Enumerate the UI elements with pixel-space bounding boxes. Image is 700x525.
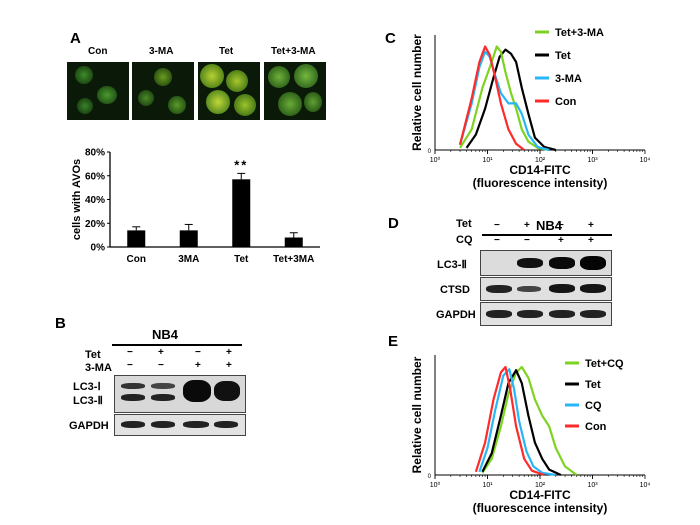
blot-ctsd-d: [480, 277, 612, 301]
sign: +: [158, 347, 164, 358]
x-tick-label: 10²: [535, 482, 546, 489]
y-axis-label: Relative cell number: [410, 356, 424, 473]
x-axis-label-sub: (fluorescence intensity): [473, 176, 608, 190]
sign: −: [524, 235, 530, 246]
panel-label-c: C: [385, 30, 396, 47]
sign: +: [226, 347, 232, 358]
significance-mark: **: [234, 157, 248, 172]
histogram-tet-3-ma: [459, 45, 550, 152]
blot-lc3-d: [480, 250, 612, 276]
x-axis-label: CD14-FITC: [509, 488, 571, 502]
blot-lc3-b: [114, 375, 246, 413]
y-axis-label: cells with AVOs: [71, 159, 83, 240]
y-tick-label: 60%: [85, 171, 105, 182]
y-tick-label: 20%: [85, 219, 105, 230]
histogram-con: [458, 45, 525, 151]
band-label-lc3-2-d: LC3-Ⅱ: [437, 259, 467, 271]
y-zero-label: 0: [428, 474, 432, 480]
sign: +: [588, 220, 594, 231]
band-label-lc3-2-b: LC3-Ⅱ: [73, 395, 103, 407]
bar: [284, 237, 303, 247]
x-tick-label: 10⁰: [430, 156, 441, 164]
row-label-tet-d: Tet: [456, 218, 472, 230]
panel-label-b: B: [55, 315, 66, 332]
sign: +: [524, 220, 530, 231]
band-label-gapdh-d: GAPDH: [436, 309, 476, 321]
legend-label: CQ: [585, 400, 602, 412]
sign: −: [494, 235, 500, 246]
legend-label: Tet: [555, 50, 571, 62]
panel-label-a: A: [70, 30, 81, 47]
micrograph-3ma: [132, 62, 194, 120]
legend-label: Con: [585, 421, 607, 433]
legend-label: Tet+CQ: [585, 358, 624, 370]
sign: −: [158, 360, 164, 371]
x-tick-label: 10³: [587, 157, 598, 164]
x-tick-label: 10³: [587, 482, 598, 489]
row-label-cq-d: CQ: [456, 234, 473, 246]
band-label-lc3-1-b: LC3-Ⅰ: [73, 381, 101, 393]
panel-label-e: E: [388, 333, 399, 350]
x-tick-label: Tet: [234, 254, 249, 265]
x-tick-label: Con: [127, 254, 146, 265]
image-label-tet: Tet: [219, 46, 234, 57]
bar: [127, 230, 146, 247]
histogram-con: [474, 365, 545, 477]
y-tick-label: 80%: [85, 148, 105, 159]
x-tick-label: Tet+3MA: [273, 254, 314, 265]
histogram-tet-cq: [481, 365, 578, 476]
x-tick-label: 10⁰: [430, 481, 441, 489]
sign: −: [494, 220, 500, 231]
histogram-tet: [481, 369, 562, 476]
sign: −: [127, 347, 133, 358]
panel-label-d: D: [388, 215, 399, 232]
x-tick-label: 10²: [535, 157, 546, 164]
y-axis-label: Relative cell number: [410, 34, 424, 151]
blot-gapdh-b: [114, 414, 246, 436]
sign: +: [195, 360, 201, 371]
x-tick-label: 10⁴: [640, 157, 651, 164]
cell-line-rule-b: [112, 344, 242, 346]
sign: +: [588, 235, 594, 246]
cell-line-b: NB4: [152, 327, 179, 342]
x-tick-label: 10¹: [482, 482, 493, 489]
bar: [179, 230, 198, 247]
sign: +: [558, 235, 564, 246]
histogram-tet: [465, 48, 557, 152]
band-label-gapdh-b: GAPDH: [69, 420, 109, 432]
x-tick-label: 10⁴: [640, 482, 651, 489]
sign: −: [127, 360, 133, 371]
legend-label: Tet: [585, 379, 601, 391]
chart-a: 0% 20% 40% 60% 80% Con 3MA Tet ** Tet+3MA cells wi…: [71, 148, 320, 265]
histogram-cq: [478, 368, 556, 477]
bar: [232, 179, 251, 247]
micrograph-tet-3ma: [264, 62, 326, 120]
cell-line-rule-d: [482, 234, 612, 236]
blot-gapdh-d: [480, 302, 612, 326]
band-label-ctsd-d: CTSD: [440, 284, 470, 296]
x-tick-label: 10¹: [482, 157, 493, 164]
y-zero-label: 0: [428, 149, 432, 155]
x-tick-label: 3MA: [178, 254, 199, 265]
row-label-tet-b: Tet: [85, 349, 101, 361]
micrograph-tet: [198, 62, 260, 120]
legend-label: Con: [555, 96, 577, 108]
image-label-tet-3ma: Tet+3-MA: [271, 46, 316, 57]
x-axis-label: CD14-FITC: [509, 163, 571, 177]
row-label-3ma-b: 3-MA: [85, 362, 112, 374]
y-tick-label: 40%: [85, 195, 105, 206]
image-label-con: Con: [88, 46, 108, 57]
y-tick-label: 0%: [91, 243, 106, 254]
sign: −: [558, 220, 564, 231]
image-label-3ma: 3-MA: [149, 46, 174, 57]
legend-label: 3-MA: [555, 73, 582, 85]
sign: −: [195, 347, 201, 358]
cell-line-d: NB4: [536, 218, 563, 233]
micrograph-con: [67, 62, 129, 120]
legend-label: Tet+3-MA: [555, 27, 604, 39]
sign: +: [226, 360, 232, 371]
x-axis-label-sub: (fluorescence intensity): [473, 501, 608, 515]
